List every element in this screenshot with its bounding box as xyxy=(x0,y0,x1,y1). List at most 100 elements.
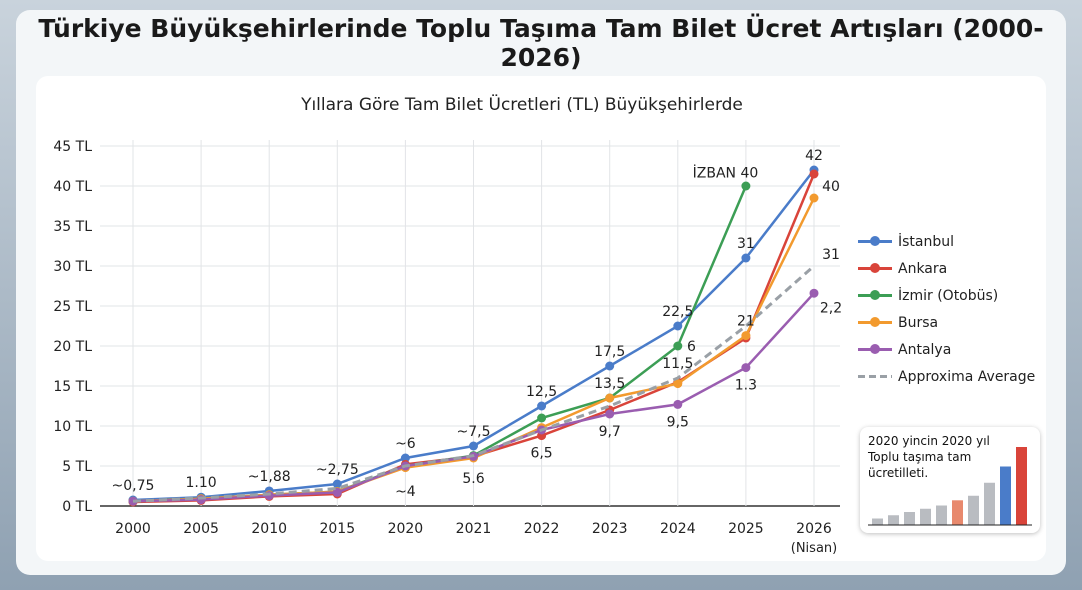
data-label: ~6 xyxy=(395,436,416,452)
legend-swatch xyxy=(858,290,892,300)
data-point xyxy=(741,181,751,191)
data-label: 21 xyxy=(737,314,755,330)
y-tick-label: 5 TL xyxy=(62,459,92,475)
x-tick-label: 2023 xyxy=(592,521,628,537)
data-label: 11,5 xyxy=(662,356,693,372)
legend: İstanbul Ankara İzmir (Otobüs) Bursa Antalya… xyxy=(858,228,1035,390)
legend-swatch xyxy=(858,317,892,327)
inset-bar xyxy=(1000,466,1011,525)
series-line xyxy=(132,264,815,503)
data-point xyxy=(741,331,751,341)
data-label: 31 xyxy=(737,236,755,252)
y-tick-label: 20 TL xyxy=(53,339,92,355)
data-label: 40 xyxy=(822,179,840,195)
inset-bar xyxy=(920,508,931,525)
data-label: ~0,75 xyxy=(112,478,155,494)
data-point xyxy=(605,361,615,371)
data-point xyxy=(400,453,410,463)
data-label: 5.6 xyxy=(462,471,484,487)
legend-swatch xyxy=(858,344,892,354)
x-tick-label: 2021 xyxy=(456,521,492,537)
inset-bar xyxy=(1016,447,1027,525)
data-point xyxy=(332,479,342,489)
data-label: 13,5 xyxy=(594,376,625,392)
legend-item: İstanbul xyxy=(858,228,1035,255)
data-label: 1.10 xyxy=(186,475,217,491)
data-label: 42 xyxy=(805,148,823,164)
legend-swatch xyxy=(858,375,892,378)
x-tick-label: 2005 xyxy=(183,521,219,537)
data-point xyxy=(673,399,683,409)
legend-swatch xyxy=(858,263,892,273)
legend-label: İstanbul xyxy=(898,233,955,250)
y-tick-label: 15 TL xyxy=(53,379,92,395)
inset-card: 2020 yincin 2020 yıl Toplu taşıma tam üc… xyxy=(860,427,1040,533)
data-label: 9,5 xyxy=(667,414,689,430)
data-label: 9,7 xyxy=(599,424,621,440)
data-label: 2,2 xyxy=(820,301,842,317)
legend-item: Ankara xyxy=(858,255,1035,282)
legend-label: Approxima Average xyxy=(898,368,1036,385)
legend-swatch xyxy=(858,236,892,246)
data-label: ~4 xyxy=(395,484,416,500)
legend-item: Antalya xyxy=(858,336,1035,363)
data-point xyxy=(673,321,683,331)
data-point xyxy=(809,288,819,298)
data-point xyxy=(673,341,683,351)
data-point xyxy=(605,409,615,419)
x-tick-label: 2015 xyxy=(319,521,355,537)
data-point xyxy=(469,441,478,451)
page-title: Türkiye Büyükşehirlerinde Toplu Taşıma T… xyxy=(38,14,1044,72)
data-label: 12,5 xyxy=(526,384,557,400)
x-tick-label: 2000 xyxy=(115,521,151,537)
y-tick-label: 40 TL xyxy=(53,179,92,195)
data-label: ~2,75 xyxy=(316,462,359,478)
data-label: 22,5 xyxy=(662,304,693,320)
x-tick-label: 2020 xyxy=(388,521,424,537)
inset-bar xyxy=(888,515,899,525)
legend-item: Approxima Average xyxy=(858,363,1035,390)
legend-label: Antalya xyxy=(898,341,952,358)
x-tick-label: 2025 xyxy=(728,521,764,537)
legend-item: İzmir (Otobüs) xyxy=(858,282,1035,309)
inset-bar xyxy=(968,495,979,525)
legend-label: Bursa xyxy=(898,314,939,331)
inset-bar xyxy=(984,482,995,525)
data-label: 1.3 xyxy=(735,378,757,394)
data-label: 17,5 xyxy=(594,344,625,360)
data-label: 31 xyxy=(822,247,840,263)
inset-bar xyxy=(872,518,883,525)
data-point xyxy=(741,253,751,263)
data-point xyxy=(537,413,547,423)
data-point xyxy=(332,487,342,497)
x-tick-label: 2010 xyxy=(251,521,287,537)
x-tick-label: 2024 xyxy=(660,521,696,537)
data-label: ~7,5 xyxy=(457,424,491,440)
legend-label: İzmir (Otobüs) xyxy=(898,287,999,304)
y-tick-label: 35 TL xyxy=(53,219,92,235)
data-label: İZBAN 40 xyxy=(693,163,759,181)
legend-label: Ankara xyxy=(898,260,948,277)
data-label: 6 xyxy=(687,339,696,355)
y-tick-label: 10 TL xyxy=(53,419,92,435)
data-point xyxy=(741,363,751,373)
y-tick-label: 25 TL xyxy=(53,299,92,315)
inset-bar xyxy=(936,505,947,525)
inset-bar xyxy=(952,500,963,525)
data-point xyxy=(537,401,547,411)
inset-text: 2020 yincin 2020 yıl Toplu taşıma tam üc… xyxy=(868,434,990,480)
y-tick-label: 45 TL xyxy=(53,139,92,155)
inset-bar xyxy=(904,512,915,525)
data-label: ~1,88 xyxy=(248,469,291,485)
series-line xyxy=(132,185,748,503)
y-tick-label: 0 TL xyxy=(62,499,92,515)
x-tick-label: 2026 xyxy=(796,521,832,537)
y-tick-label: 30 TL xyxy=(53,259,92,275)
data-point xyxy=(809,169,819,179)
chart-title: Yıllara Göre Tam Bilet Ücretleri (TL) Bü… xyxy=(300,93,743,115)
x-tick-sublabel: (Nisan) xyxy=(791,541,837,556)
inset-bar-chart xyxy=(868,447,1032,526)
x-tick-label: 2022 xyxy=(524,521,560,537)
data-label: 6,5 xyxy=(530,446,552,462)
data-point xyxy=(673,379,683,389)
